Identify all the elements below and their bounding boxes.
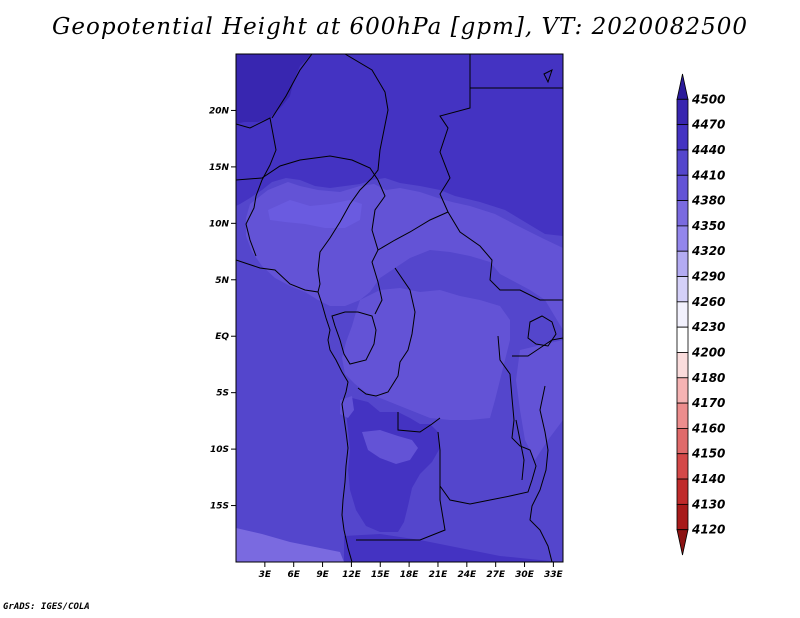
field-4380-angola-inner [362, 430, 418, 464]
colorbar-label: 4350 [691, 219, 725, 233]
colorbar-swatch [676, 276, 689, 303]
lon-tick-label: 30E [515, 570, 535, 580]
lat-tick-label: EQ [215, 332, 229, 342]
lon-tick-label: 27E [486, 570, 506, 580]
colorbar-label: 4380 [691, 194, 725, 208]
colorbar-swatch [676, 225, 689, 252]
lon-tick-label: 18E [400, 570, 420, 580]
lon-tick-label: 15E [371, 570, 391, 580]
colorbar-label: 4120 [691, 523, 725, 537]
map-title: Geopotential Height at 600hPa [gpm], VT:… [52, 14, 748, 40]
lat-tick-label: 10S [210, 445, 229, 455]
longitude-axis: 3E 6E 9E 12E 15E 18E 21E 24E 27E 30E 33E [259, 562, 564, 580]
lon-tick-label: 12E [342, 570, 362, 580]
colorbar-label: 4260 [691, 295, 725, 309]
lat-tick-label: 10N [209, 219, 230, 229]
lon-tick-label: 24E [457, 570, 477, 580]
field-4470-nw [236, 54, 312, 124]
colorbar-swatch [676, 402, 689, 429]
colorbar-label: 4160 [691, 421, 725, 435]
lon-tick-label: 21E [429, 570, 449, 580]
colorbar-label: 4150 [691, 447, 725, 461]
colorbar-top-arrow [676, 73, 689, 100]
lat-tick-label: 5S [216, 389, 229, 399]
colorbar-label: 4410 [691, 168, 725, 182]
colorbar-swatch [676, 174, 689, 201]
colorbar-label: 4170 [691, 396, 725, 410]
colorbar-swatch [676, 377, 689, 404]
lat-tick-label: 15N [209, 163, 230, 173]
colorbar-label: 4200 [691, 345, 725, 359]
colorbar-label: 4130 [691, 497, 725, 511]
colorbar-swatch [676, 98, 689, 126]
colorbar-label: 4320 [691, 244, 725, 258]
colorbar-label: 4230 [691, 320, 725, 334]
field-4350-sw [236, 528, 344, 562]
country-borders [236, 54, 563, 562]
field-4440-south [344, 534, 563, 562]
field-4380-congo [342, 288, 510, 420]
colorbar-label: 4180 [691, 371, 725, 385]
field-4380-east [516, 340, 563, 460]
colorbar-swatch [676, 326, 689, 353]
field-4350-sahel [268, 200, 362, 228]
colorbar-swatch [676, 453, 689, 480]
lat-tick-label: 5N [215, 276, 229, 286]
colorbar-swatch [676, 200, 689, 227]
lon-tick-label: 33E [544, 570, 564, 580]
colorbar-swatch [676, 124, 689, 151]
lon-tick-label: 9E [316, 570, 329, 580]
colorbar-label: 4440 [691, 143, 725, 157]
lon-tick-label: 3E [259, 570, 272, 580]
credit-text: GrADS: IGES/COLA [3, 602, 90, 612]
colorbar-swatch [676, 478, 689, 505]
map-frame [235, 53, 564, 563]
colorbar-label: 4140 [691, 472, 725, 486]
colorbar-label: 4290 [691, 270, 725, 284]
lon-tick-label: 6E [287, 570, 300, 580]
latitude-axis: 20N 15N 10N 5N EQ 5S 10S 15S [209, 106, 236, 512]
colorbar-bottom-arrow [676, 529, 689, 556]
field-4440-north [236, 54, 563, 236]
lat-tick-label: 15S [210, 502, 229, 512]
height-field [236, 54, 563, 562]
colorbar-swatch [676, 352, 689, 379]
colorbar: 4500 4470 4440 4410 4380 4350 4320 4290 4260 4230… [676, 73, 725, 556]
colorbar-swatch [676, 428, 689, 455]
colorbar-swatch [676, 301, 689, 328]
colorbar-swatch [676, 503, 689, 531]
lat-tick-label: 20N [209, 106, 230, 116]
colorbar-label: 4500 [691, 92, 725, 106]
colorbar-swatch [676, 149, 689, 176]
colorbar-label: 4470 [691, 118, 725, 132]
colorbar-swatch [676, 250, 689, 277]
